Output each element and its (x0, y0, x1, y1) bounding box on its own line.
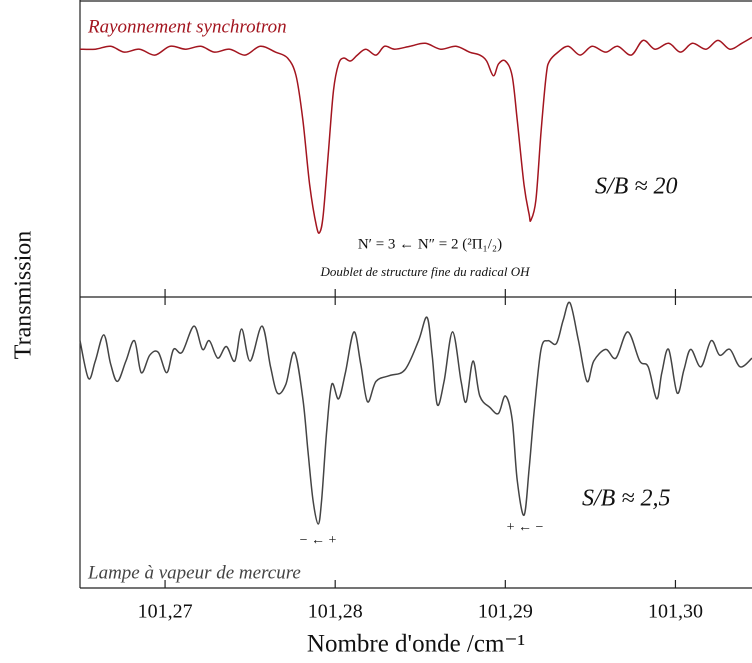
annotation: S/B ≈ 2,5 (582, 486, 671, 512)
annotation: − ← + (300, 533, 337, 548)
x-tick-label: 101,29 (478, 601, 533, 623)
spectrum-line (79, 301, 752, 525)
spectrum-line (79, 36, 752, 234)
annotation: N′ = 3 ← N″ = 2 (²Π₁/₂) (358, 236, 502, 252)
x-axis-label: Nombre d'onde /cm⁻¹ (307, 631, 525, 658)
series-label: Lampe à vapeur de mercure (87, 562, 301, 583)
annotation: S/B ≈ 20 (595, 174, 678, 200)
x-tick-label: 101,30 (648, 601, 703, 623)
series-label: Rayonnement synchrotron (87, 16, 287, 37)
annotation: + ← − (507, 520, 544, 535)
x-tick-label: 101,28 (308, 601, 363, 623)
y-axis-label: Transmission (11, 231, 37, 359)
x-tick-label: 101,27 (138, 601, 193, 623)
frame (79, 0, 752, 589)
annotation: Doublet de structure fine du radical OH (320, 264, 531, 279)
